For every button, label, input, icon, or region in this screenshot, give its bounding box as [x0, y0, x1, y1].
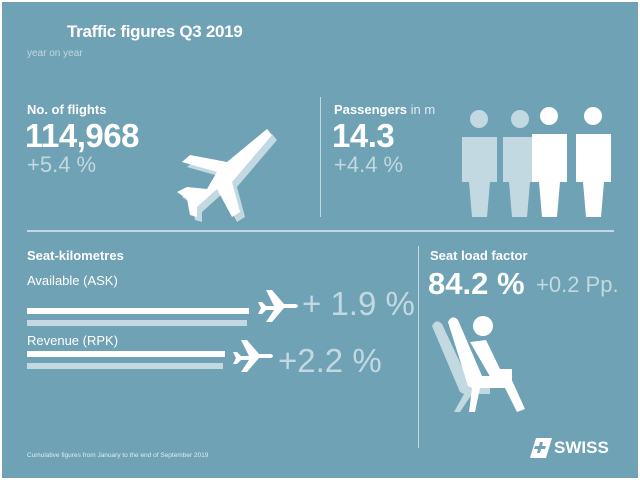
- airplane-icon: [233, 340, 273, 372]
- rpk-label: Revenue (RPK): [27, 333, 119, 348]
- load-factor-value: 84.2 %: [428, 266, 525, 301]
- load-factor-label: Seat load factor: [430, 248, 528, 263]
- passengers-label: Passengers in m: [334, 102, 435, 117]
- passengers-unit: in m: [410, 102, 436, 117]
- swiss-flag-icon: [530, 438, 552, 458]
- passengers-label-text: Passengers: [334, 102, 407, 117]
- people-icon: [462, 107, 611, 217]
- section-divider: [27, 230, 614, 232]
- airplane-icon: [258, 290, 298, 322]
- passengers-change: +4.4 %: [334, 152, 404, 177]
- airplane-icon: [177, 129, 277, 222]
- ask-bar-prev: [27, 320, 247, 326]
- load-factor-change: +0.2 Pp.: [536, 272, 619, 297]
- divider: [418, 246, 419, 448]
- ask-bar: [27, 308, 249, 314]
- page-subtitle: year on year: [27, 48, 83, 59]
- swiss-logo: SWISS: [530, 438, 609, 458]
- divider: [320, 97, 321, 217]
- footnote: Cumulative figures from January to the e…: [27, 452, 209, 459]
- seated-passenger-icon: [432, 316, 525, 412]
- logo-text: SWISS: [554, 438, 609, 457]
- seat-km-label: Seat-kilometres: [27, 248, 124, 263]
- rpk-bar-prev: [27, 363, 223, 369]
- rpk-change: +2.2 %: [278, 342, 382, 379]
- passengers-value: 14.3: [332, 117, 395, 154]
- page-title: Traffic figures Q3 2019: [67, 22, 243, 41]
- flights-value: 114,968: [25, 117, 139, 154]
- rpk-bar: [27, 351, 225, 357]
- ask-label: Available (ASK): [27, 273, 118, 288]
- flights-label: No. of flights: [27, 102, 107, 117]
- flights-change: +5.4 %: [27, 152, 97, 177]
- ask-change: + 1.9 %: [302, 285, 415, 322]
